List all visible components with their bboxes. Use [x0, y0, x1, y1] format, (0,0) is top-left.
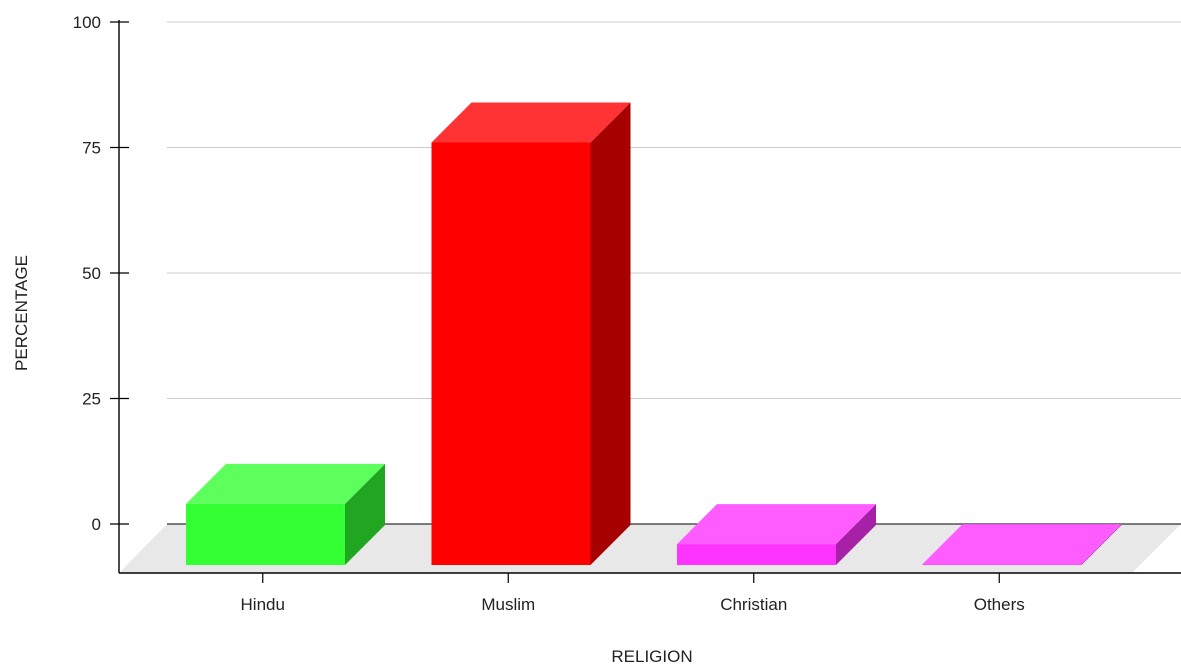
bar-others: [922, 524, 1122, 565]
bar-christian: [677, 504, 876, 565]
x-tick-label: Christian: [720, 595, 787, 614]
bar-front-face: [186, 503, 345, 565]
bar-front-face: [677, 544, 836, 565]
bar-front-face: [922, 564, 1082, 565]
x-tick-label: Hindu: [241, 595, 285, 614]
bar-muslim: [431, 102, 631, 566]
x-tick-label: Muslim: [481, 595, 535, 614]
bar-side-face: [836, 504, 876, 565]
y-tick-label: 25: [82, 390, 101, 409]
bar-side-face: [590, 102, 631, 565]
y-tick-label: 50: [82, 264, 101, 283]
y-axis-title: PERCENTAGE: [12, 255, 31, 371]
y-tick-label: 0: [92, 515, 101, 534]
bar-side-face: [1081, 524, 1122, 565]
bar-front-face: [431, 142, 591, 566]
bar-top-face: [431, 102, 631, 143]
x-axis-title: RELIGION: [611, 647, 692, 666]
bar-hindu: [186, 463, 385, 565]
y-tick-label: 100: [73, 13, 101, 32]
bar-top-face: [186, 463, 385, 504]
x-tick-label: Others: [974, 595, 1025, 614]
bar-top-face: [922, 524, 1122, 565]
bar-top-face: [677, 504, 876, 545]
chart-floor: [119, 524, 1181, 573]
bar-side-face: [345, 463, 385, 565]
y-tick-label: 75: [82, 139, 101, 158]
